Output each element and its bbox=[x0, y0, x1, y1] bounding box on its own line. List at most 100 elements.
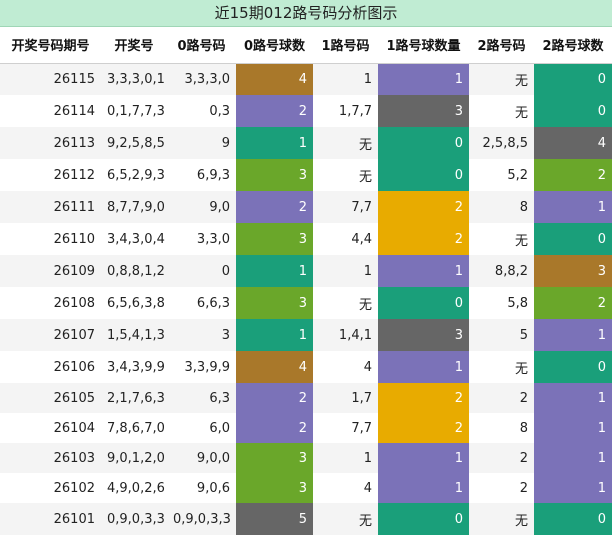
table-row: 26111 8,7,7,9,0 9,0 2 7,7 2 8 1 bbox=[0, 191, 612, 223]
draw-numbers-cell: 3,4,3,9,9 bbox=[101, 351, 167, 383]
road2-count-cell: 1 bbox=[534, 383, 612, 413]
road1-count-cell: 3 bbox=[378, 95, 469, 127]
road0-numbers-cell: 6,0 bbox=[167, 413, 236, 443]
road1-numbers-cell: 4,4 bbox=[313, 223, 378, 255]
road2-numbers-cell: 2,5,8,5 bbox=[469, 127, 534, 159]
draw-numbers-cell: 1,5,4,1,3 bbox=[101, 319, 167, 351]
issue-cell: 26113 bbox=[0, 127, 101, 159]
issue-cell: 26115 bbox=[0, 63, 101, 95]
road1-count-cell: 1 bbox=[378, 255, 469, 287]
header-road1-numbers: 1路号码 bbox=[313, 27, 378, 64]
road0-count-cell: 2 bbox=[236, 413, 313, 443]
road2-count-cell: 0 bbox=[534, 223, 612, 255]
road2-count-cell: 1 bbox=[534, 191, 612, 223]
road2-count-cell: 2 bbox=[534, 287, 612, 319]
road1-numbers-cell: 1,7 bbox=[313, 383, 378, 413]
draw-numbers-cell: 0,1,7,7,3 bbox=[101, 95, 167, 127]
road0-numbers-cell: 6,9,3 bbox=[167, 159, 236, 191]
table-row: 26105 2,1,7,6,3 6,3 2 1,7 2 2 1 bbox=[0, 383, 612, 413]
road1-numbers-cell: 4 bbox=[313, 351, 378, 383]
road2-count-cell: 0 bbox=[534, 95, 612, 127]
road1-count-cell: 1 bbox=[378, 351, 469, 383]
issue-cell: 26102 bbox=[0, 473, 101, 503]
road0-numbers-cell: 0,3 bbox=[167, 95, 236, 127]
table-row: 26107 1,5,4,1,3 3 1 1,4,1 3 5 1 bbox=[0, 319, 612, 351]
road2-numbers-cell: 无 bbox=[469, 63, 534, 95]
road0-count-cell: 3 bbox=[236, 443, 313, 473]
road1-numbers-cell: 无 bbox=[313, 503, 378, 535]
issue-cell: 26108 bbox=[0, 287, 101, 319]
road1-count-cell: 2 bbox=[378, 223, 469, 255]
road1-count-cell: 1 bbox=[378, 443, 469, 473]
issue-cell: 26112 bbox=[0, 159, 101, 191]
draw-numbers-cell: 0,9,0,3,3 bbox=[101, 503, 167, 535]
road2-numbers-cell: 5,2 bbox=[469, 159, 534, 191]
road2-count-cell: 0 bbox=[534, 63, 612, 95]
road1-numbers-cell: 1,4,1 bbox=[313, 319, 378, 351]
road2-count-cell: 1 bbox=[534, 443, 612, 473]
road0-count-cell: 4 bbox=[236, 63, 313, 95]
road2-count-cell: 0 bbox=[534, 503, 612, 535]
header-road0-numbers: 0路号码 bbox=[167, 27, 236, 64]
road0-count-cell: 1 bbox=[236, 319, 313, 351]
table-row: 26114 0,1,7,7,3 0,3 2 1,7,7 3 无 0 bbox=[0, 95, 612, 127]
road1-numbers-cell: 7,7 bbox=[313, 191, 378, 223]
table-row: 26113 9,2,5,8,5 9 1 无 0 2,5,8,5 4 bbox=[0, 127, 612, 159]
road0-numbers-cell: 0,9,0,3,3 bbox=[167, 503, 236, 535]
table-row: 26110 3,4,3,0,4 3,3,0 3 4,4 2 无 0 bbox=[0, 223, 612, 255]
road2-numbers-cell: 5,8 bbox=[469, 287, 534, 319]
issue-cell: 26103 bbox=[0, 443, 101, 473]
road1-count-cell: 3 bbox=[378, 319, 469, 351]
draw-numbers-cell: 3,4,3,0,4 bbox=[101, 223, 167, 255]
table-body: 26115 3,3,3,0,1 3,3,3,0 4 1 1 无 0 26114 0,1,7,7,3… bbox=[0, 63, 612, 535]
road0-count-cell: 2 bbox=[236, 383, 313, 413]
road2-numbers-cell: 2 bbox=[469, 443, 534, 473]
road1-count-cell: 1 bbox=[378, 473, 469, 503]
road2-numbers-cell: 2 bbox=[469, 473, 534, 503]
road0-count-cell: 3 bbox=[236, 287, 313, 319]
road1-count-cell: 0 bbox=[378, 503, 469, 535]
issue-cell: 26107 bbox=[0, 319, 101, 351]
road1-count-cell: 0 bbox=[378, 127, 469, 159]
road2-count-cell: 1 bbox=[534, 473, 612, 503]
chart-title: 近15期012路号码分析图示 bbox=[0, 0, 612, 27]
road0-numbers-cell: 9 bbox=[167, 127, 236, 159]
road2-count-cell: 0 bbox=[534, 351, 612, 383]
table-row: 26106 3,4,3,9,9 3,3,9,9 4 4 1 无 0 bbox=[0, 351, 612, 383]
road1-numbers-cell: 无 bbox=[313, 287, 378, 319]
issue-cell: 26105 bbox=[0, 383, 101, 413]
table-row: 26104 7,8,6,7,0 6,0 2 7,7 2 8 1 bbox=[0, 413, 612, 443]
road2-numbers-cell: 5 bbox=[469, 319, 534, 351]
issue-cell: 26106 bbox=[0, 351, 101, 383]
road2-count-cell: 2 bbox=[534, 159, 612, 191]
road2-count-cell: 1 bbox=[534, 319, 612, 351]
road0-count-cell: 4 bbox=[236, 351, 313, 383]
analysis-table: 开奖号码期号 开奖号 0路号码 0路号球数 1路号码 1路号球数量 2路号码 2… bbox=[0, 27, 612, 535]
road0-numbers-cell: 0 bbox=[167, 255, 236, 287]
road0-numbers-cell: 3,3,9,9 bbox=[167, 351, 236, 383]
table-row: 26108 6,5,6,3,8 6,6,3 3 无 0 5,8 2 bbox=[0, 287, 612, 319]
road1-count-cell: 2 bbox=[378, 383, 469, 413]
draw-numbers-cell: 3,3,3,0,1 bbox=[101, 63, 167, 95]
road1-numbers-cell: 4 bbox=[313, 473, 378, 503]
road1-count-cell: 0 bbox=[378, 159, 469, 191]
road2-numbers-cell: 8,8,2 bbox=[469, 255, 534, 287]
road1-numbers-cell: 无 bbox=[313, 159, 378, 191]
issue-cell: 26110 bbox=[0, 223, 101, 255]
road0-count-cell: 5 bbox=[236, 503, 313, 535]
draw-numbers-cell: 8,7,7,9,0 bbox=[101, 191, 167, 223]
header-issue: 开奖号码期号 bbox=[0, 27, 101, 64]
road0-numbers-cell: 3 bbox=[167, 319, 236, 351]
road0-count-cell: 1 bbox=[236, 127, 313, 159]
draw-numbers-cell: 7,8,6,7,0 bbox=[101, 413, 167, 443]
road1-count-cell: 1 bbox=[378, 63, 469, 95]
table-row: 26103 9,0,1,2,0 9,0,0 3 1 1 2 1 bbox=[0, 443, 612, 473]
road2-numbers-cell: 无 bbox=[469, 95, 534, 127]
road1-numbers-cell: 1 bbox=[313, 63, 378, 95]
road2-numbers-cell: 无 bbox=[469, 223, 534, 255]
header-road2-numbers: 2路号码 bbox=[469, 27, 534, 64]
road1-count-cell: 2 bbox=[378, 413, 469, 443]
issue-cell: 26101 bbox=[0, 503, 101, 535]
table-row: 26109 0,8,8,1,2 0 1 1 1 8,8,2 3 bbox=[0, 255, 612, 287]
header-road1-count: 1路号球数量 bbox=[378, 27, 469, 64]
